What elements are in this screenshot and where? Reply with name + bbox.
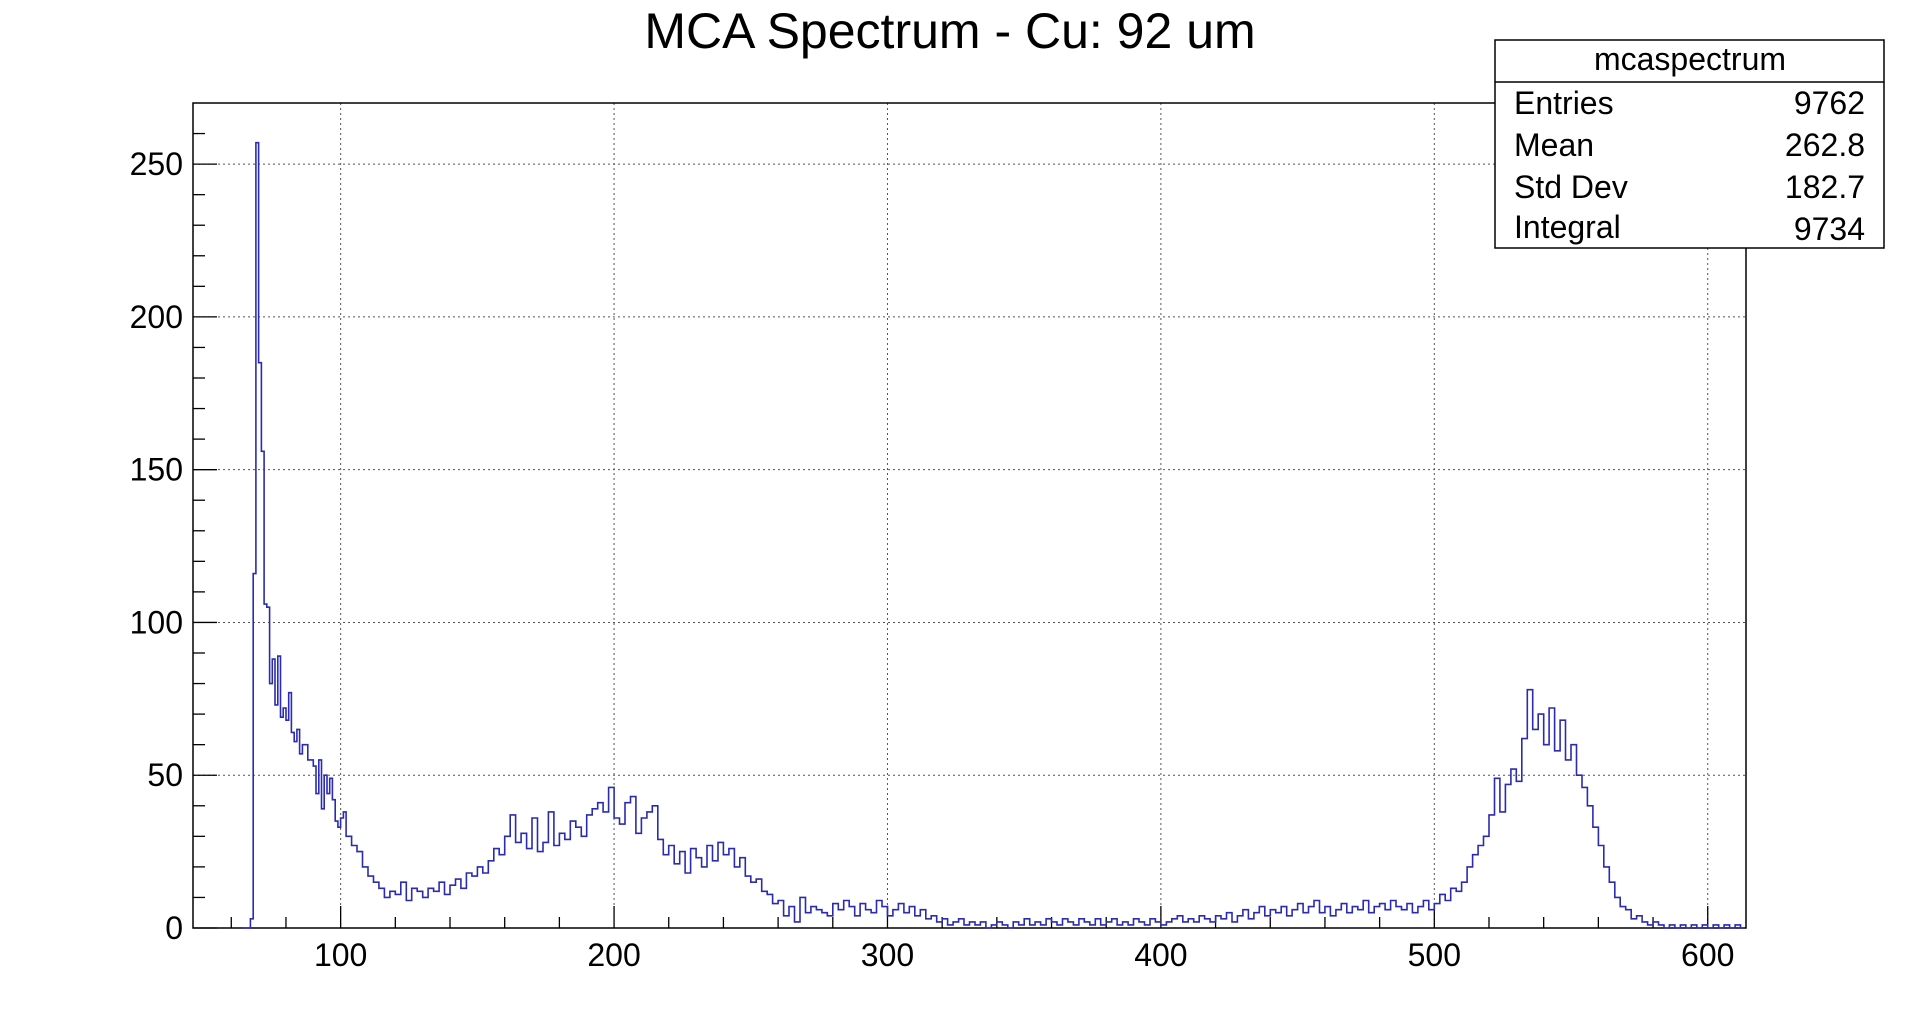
axis-ticks bbox=[193, 132, 1709, 929]
stats-integral-label: Integral bbox=[1514, 209, 1621, 245]
x-tick-label: 100 bbox=[314, 937, 367, 973]
y-tick-label: 100 bbox=[130, 604, 183, 640]
tick-labels: 100 200 300 400 500 600 0 50 100 150 200 250 bbox=[130, 146, 1735, 973]
stats-integral-value: 9734 bbox=[1794, 211, 1865, 247]
x-tick-label: 500 bbox=[1408, 937, 1461, 973]
chart-title: MCA Spectrum - Cu: 92 um bbox=[644, 3, 1255, 59]
stats-mean-value: 262.8 bbox=[1785, 127, 1865, 163]
x-tick-label: 200 bbox=[587, 937, 640, 973]
stats-stddev-value: 182.7 bbox=[1785, 169, 1865, 205]
stats-stddev-label: Std Dev bbox=[1514, 169, 1628, 205]
y-tick-label: 50 bbox=[147, 757, 183, 793]
stats-entries-label: Entries bbox=[1514, 85, 1614, 121]
y-tick-label: 250 bbox=[130, 146, 183, 182]
y-tick-label: 200 bbox=[130, 299, 183, 335]
x-tick-label: 400 bbox=[1134, 937, 1187, 973]
histogram-series bbox=[242, 141, 1744, 929]
y-tick-label: 150 bbox=[130, 452, 183, 488]
stats-entries-value: 9762 bbox=[1794, 85, 1865, 121]
stats-box-border bbox=[1494, 39, 1885, 249]
x-tick-label: 600 bbox=[1681, 937, 1734, 973]
plot-frame bbox=[192, 102, 1747, 929]
x-tick-label: 300 bbox=[861, 937, 914, 973]
stats-box-title: mcaspectrum bbox=[1594, 41, 1786, 77]
stats-mean-label: Mean bbox=[1514, 127, 1594, 163]
y-tick-label: 0 bbox=[165, 910, 183, 946]
grid-lines bbox=[193, 103, 1746, 928]
stats-box: mcaspectrum Entries 9762 Mean 262.8 Std … bbox=[1494, 39, 1885, 249]
plot-border bbox=[192, 102, 1747, 929]
